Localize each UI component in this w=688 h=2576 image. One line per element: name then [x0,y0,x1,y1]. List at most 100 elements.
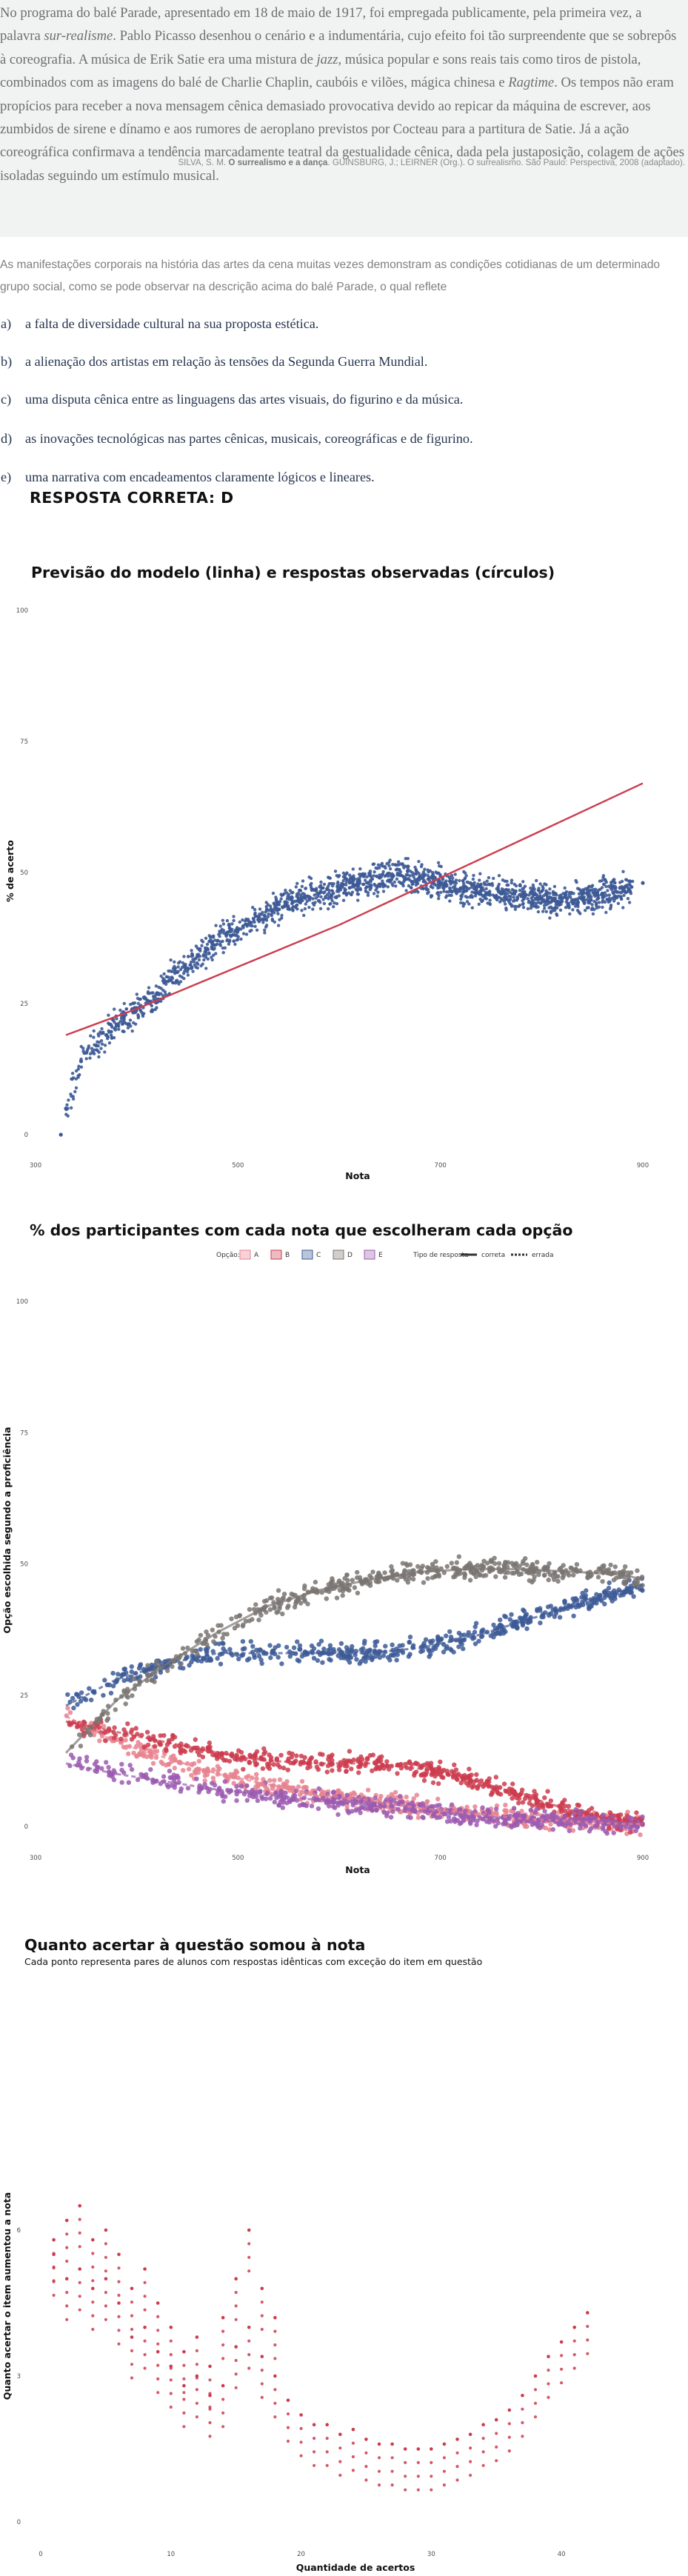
scatter-point [372,874,375,878]
scatter-point [283,903,287,907]
point-option-e [421,1815,426,1821]
option-d[interactable]: d) as inovações tecnológicas nas partes c… [0,431,473,456]
point-option-b [542,1795,547,1801]
point-option-e [495,1816,501,1821]
option-a[interactable]: a) a falta de diversidade cultural na sua… [0,316,318,341]
scatter-point [440,881,444,885]
point-option-c [374,1639,380,1644]
pair-point [572,2366,576,2370]
scatter-point [122,1030,126,1033]
scatter-point [197,958,201,962]
scatter-point [538,891,542,895]
pair-point [52,2293,56,2298]
pair-point [104,2304,107,2308]
scatter-point [220,927,224,931]
scatter-point [264,917,268,921]
point-option-b [490,1789,495,1795]
point-option-b [486,1779,492,1785]
point-option-a [232,1772,238,1778]
point-option-a [139,1752,145,1758]
point-option-e [244,1798,250,1803]
point-option-b [474,1772,479,1778]
pair-point [442,2469,447,2473]
scatter-point [276,924,281,927]
pair-point [221,2315,225,2320]
point-option-b [193,1737,198,1742]
point-option-e [373,1795,378,1801]
point-option-c [79,1690,84,1695]
point-option-c [297,1643,303,1648]
point-option-b [254,1749,260,1755]
scatter-point [103,1050,107,1054]
scatter-point [434,870,438,874]
point-option-b [207,1740,212,1746]
point-option-c [295,1658,300,1663]
scatter-point [319,880,323,884]
pair-point [404,2460,407,2464]
point-option-b [477,1782,482,1787]
scatter-point [427,876,431,880]
scatter-point [290,899,295,903]
point-option-a [126,1751,131,1757]
option-c[interactable]: c) uma disputa cênica entre as linguagens… [0,392,463,417]
scatter-point [164,992,167,996]
scatter-point [404,877,407,881]
scatter-point [361,882,365,887]
point-option-d [502,1575,508,1580]
point-option-d [515,1569,520,1575]
scatter-point [181,961,185,965]
point-option-d [240,1624,246,1629]
pair-point [78,2203,81,2208]
scatter-point [521,906,526,910]
scatter-point [182,977,186,981]
point-option-d [479,1563,484,1568]
point-option-a [277,1777,283,1782]
scatter-point [459,897,463,901]
scatter-point [214,924,218,927]
pair-point [351,2455,355,2459]
point-option-b [435,1781,441,1786]
point-option-e [511,1806,517,1811]
point-option-c [338,1641,344,1646]
point-option-d [600,1579,605,1584]
scatter-point [253,907,257,912]
point-option-c [456,1630,461,1636]
point-option-d [373,1578,378,1584]
scatter-point [527,893,531,897]
point-option-c [498,1623,504,1628]
point-option-e [495,1821,501,1826]
point-option-c [528,1619,533,1624]
point-option-c [423,1637,429,1642]
pair-point [260,2314,264,2318]
scatter-point [97,1041,101,1044]
point-option-e [395,1801,401,1806]
scatter-point [388,867,393,871]
point-option-c [316,1642,321,1647]
scatter-point [202,958,206,962]
point-option-c [602,1589,607,1595]
point-option-e [374,1807,379,1813]
option-b[interactable]: b) a alienação dos artistas em relação às… [0,354,427,379]
scatter-point [74,1069,79,1073]
point-option-b [278,1752,284,1758]
scatter-point [267,912,270,916]
point-option-b [326,1757,331,1762]
x-axis-label: Quantidade de acertos [296,2562,415,2573]
point-option-c [331,1646,336,1652]
scatter-point [627,879,631,884]
option-e[interactable]: e) uma narrativa com encadeamentos claram… [0,470,375,495]
pair-point [507,2408,512,2412]
scatter-point [184,964,187,967]
point-option-d [517,1564,522,1569]
point-option-c [110,1670,116,1676]
scatter-point [107,1029,110,1032]
pair-point [547,2382,550,2386]
point-option-b [305,1765,310,1771]
x-tick-label: 40 [558,2551,566,2558]
scatter-point [348,881,352,884]
point-option-a [548,1821,553,1827]
scatter-point [176,965,180,969]
point-option-a [254,1776,259,1781]
pair-point [299,2426,303,2430]
